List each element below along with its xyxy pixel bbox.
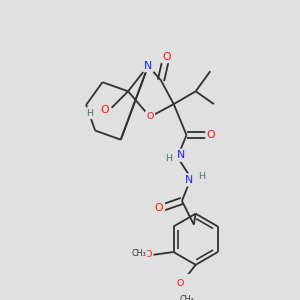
Text: H: H bbox=[86, 109, 93, 118]
Text: O: O bbox=[155, 203, 164, 213]
Text: H: H bbox=[199, 172, 206, 181]
Text: N: N bbox=[177, 150, 185, 160]
Text: O: O bbox=[162, 52, 171, 61]
Text: O: O bbox=[146, 112, 154, 122]
Text: N: N bbox=[185, 175, 194, 185]
Text: O: O bbox=[100, 105, 109, 115]
Text: CH₃: CH₃ bbox=[179, 295, 194, 300]
Text: CH₃: CH₃ bbox=[131, 249, 146, 258]
Text: O: O bbox=[144, 250, 152, 259]
Text: H: H bbox=[165, 154, 172, 164]
Text: N: N bbox=[144, 61, 152, 71]
Text: O: O bbox=[176, 280, 184, 289]
Text: O: O bbox=[207, 130, 215, 140]
